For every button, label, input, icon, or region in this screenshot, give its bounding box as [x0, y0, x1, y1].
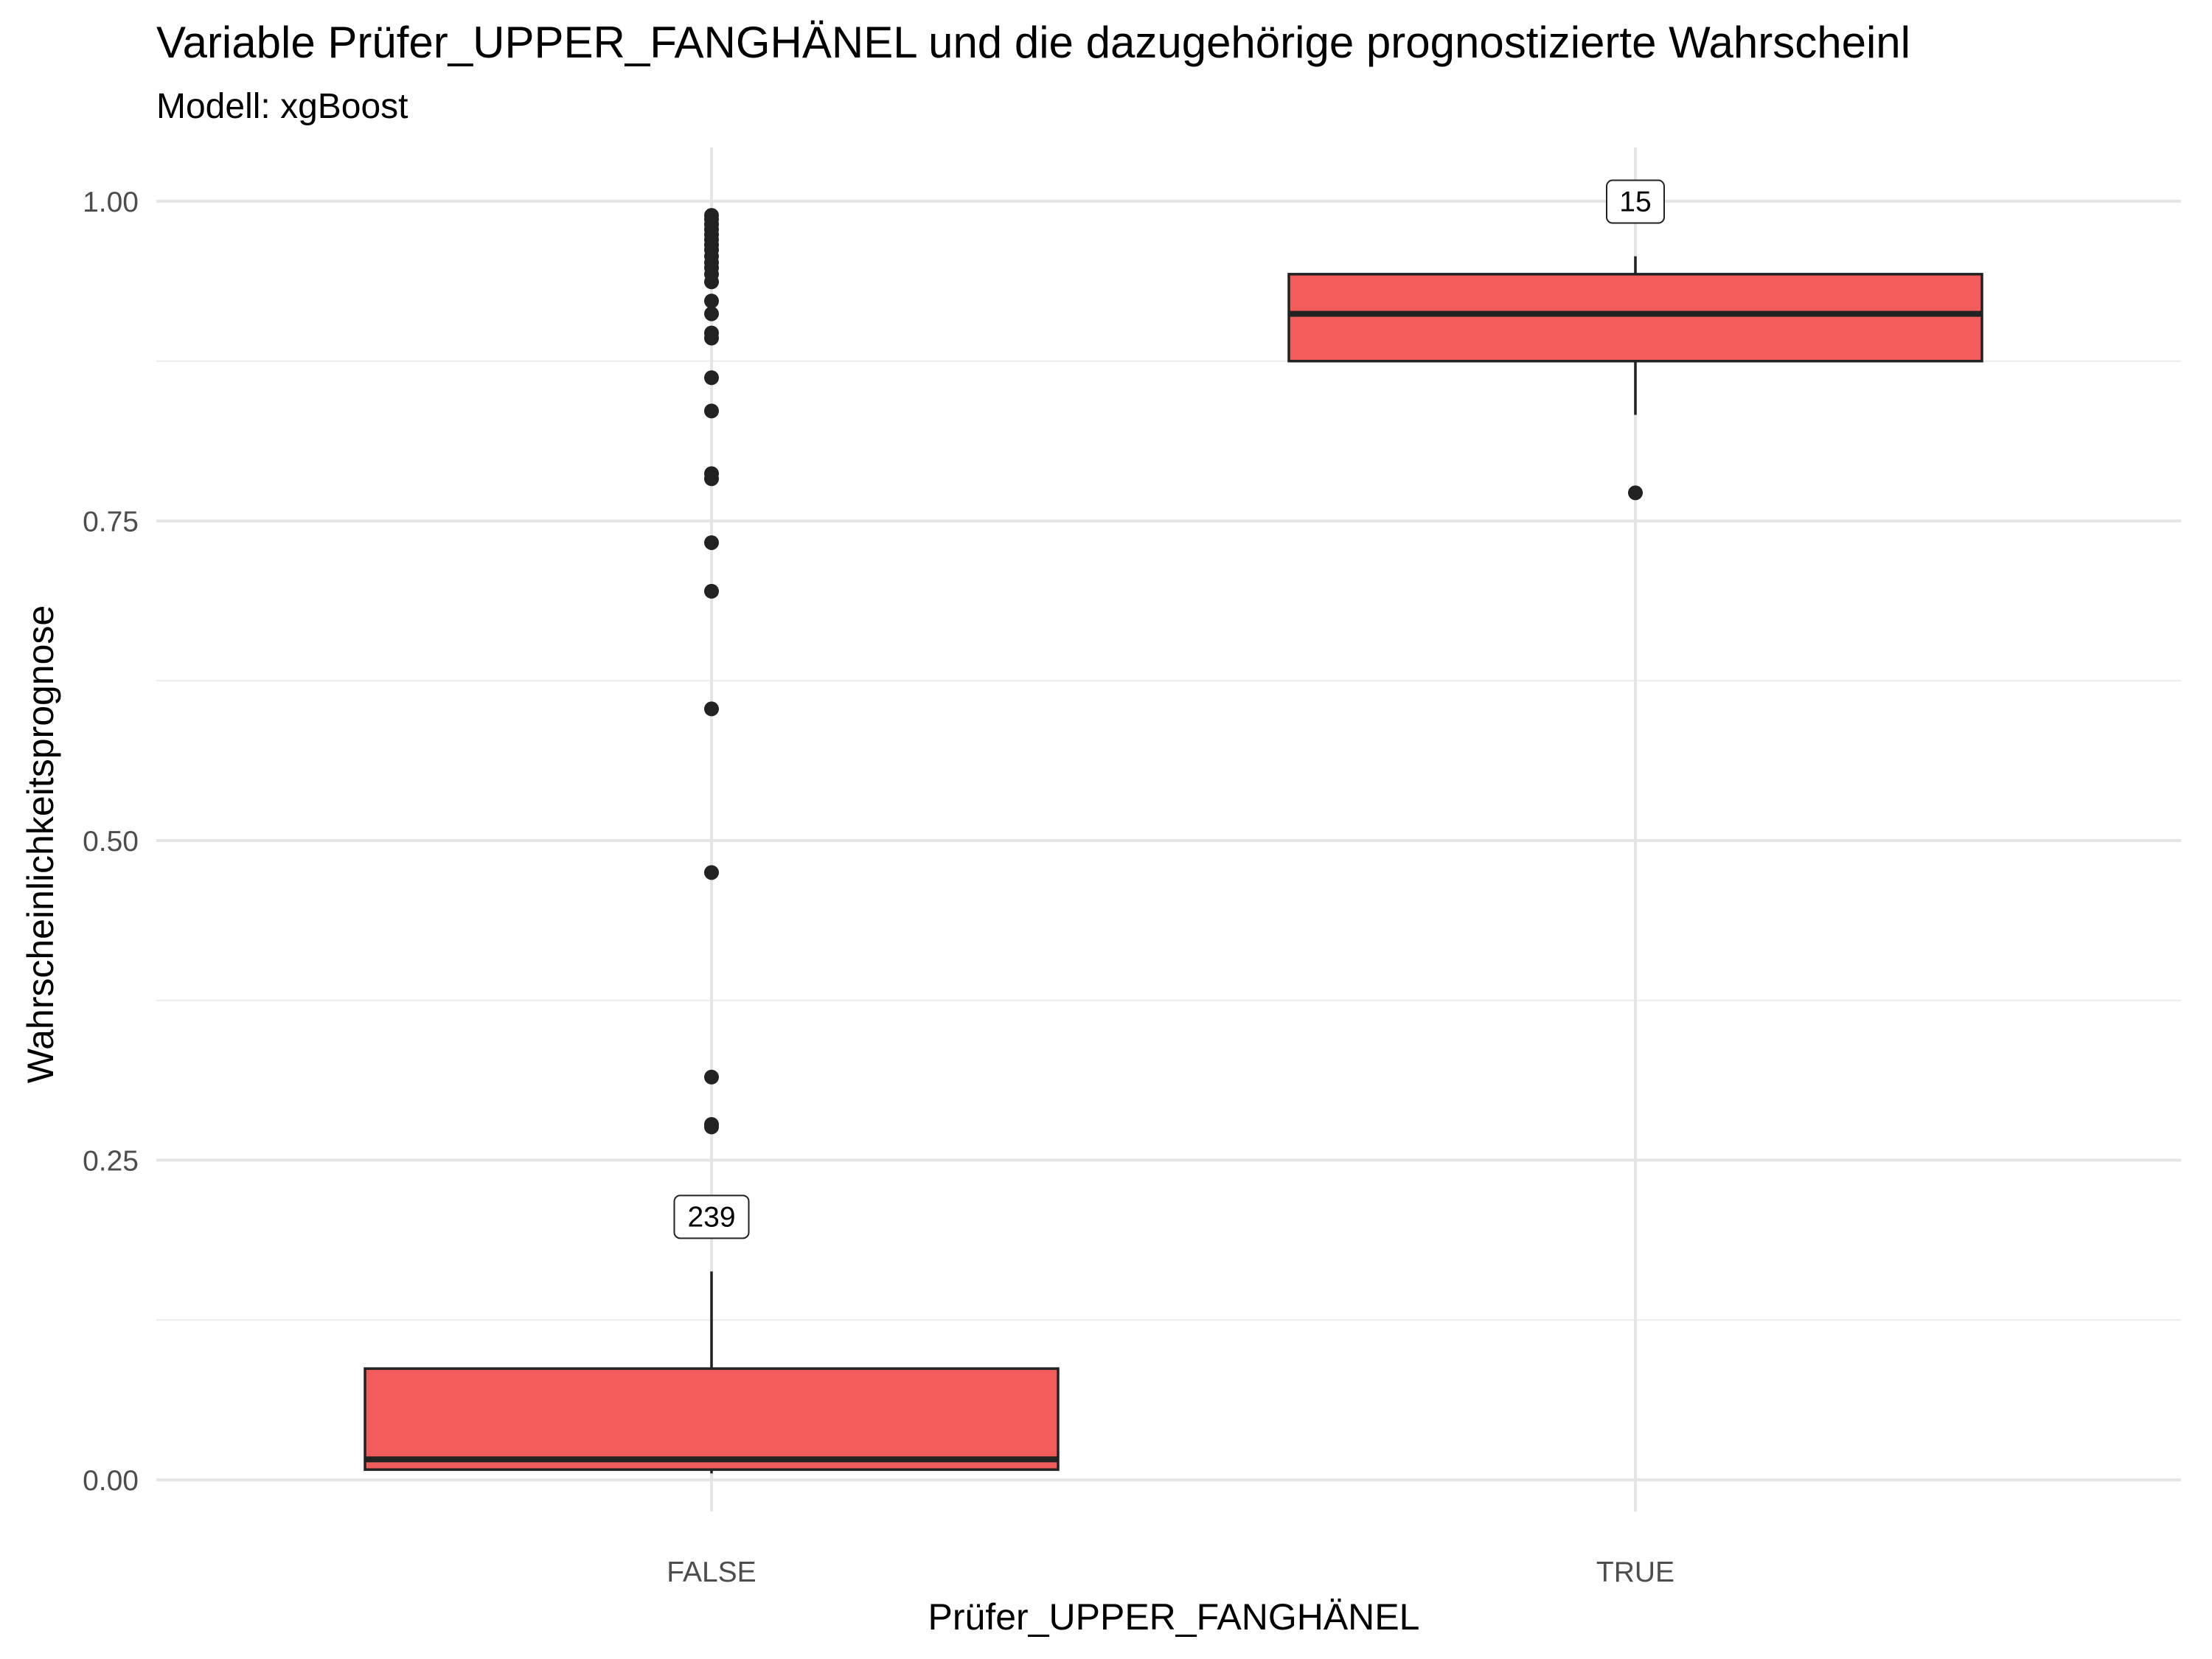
y-tick-label: 1.00 — [83, 187, 139, 218]
x-axis-title: Prüfer_UPPER_FANGHÄNEL — [928, 1596, 1420, 1638]
outlier-point — [1628, 485, 1643, 501]
outlier-point — [704, 1069, 719, 1085]
chart-subtitle: Modell: xgBoost — [156, 87, 408, 126]
outlier-point — [704, 293, 719, 309]
count-labels: 239 15 — [673, 179, 1665, 1239]
outlier-point — [704, 701, 719, 717]
x-tick-label: FALSE — [667, 1557, 756, 1588]
count-label: 15 — [1619, 187, 1651, 218]
y-axis-tick-labels: 0.00 0.25 0.50 0.75 1.00 — [83, 187, 139, 1497]
count-label: 239 — [687, 1201, 735, 1233]
x-axis-tick-labels: FALSE TRUE — [667, 1557, 1674, 1588]
count-label-box — [673, 1194, 750, 1239]
chart-title: Variable Prüfer_UPPER_FANGHÄNEL und die … — [156, 18, 1910, 67]
y-tick-label: 0.75 — [83, 507, 139, 538]
y-tick-label: 0.25 — [83, 1146, 139, 1178]
boxplot-boxes — [364, 256, 1983, 1474]
outlier-point — [704, 403, 719, 419]
outlier-point — [704, 325, 719, 341]
outlier-point — [704, 535, 719, 550]
outlier-point — [704, 583, 719, 599]
y-tick-label: 0.50 — [83, 826, 139, 858]
outlier-point — [704, 865, 719, 880]
outlier-points — [704, 208, 1643, 1135]
outlier-point — [704, 306, 719, 321]
outlier-point — [704, 1116, 719, 1132]
outlier-point — [704, 466, 719, 481]
box-iqr — [1287, 273, 1983, 363]
y-axis-title: Wahrscheinlichkeitsprognose — [20, 605, 61, 1083]
y-tick-label: 0.00 — [83, 1465, 139, 1497]
box-iqr — [364, 1367, 1060, 1471]
outlier-point — [704, 208, 719, 223]
count-label-box — [1606, 179, 1665, 224]
x-tick-label: TRUE — [1596, 1557, 1674, 1588]
outlier-point — [704, 370, 719, 386]
